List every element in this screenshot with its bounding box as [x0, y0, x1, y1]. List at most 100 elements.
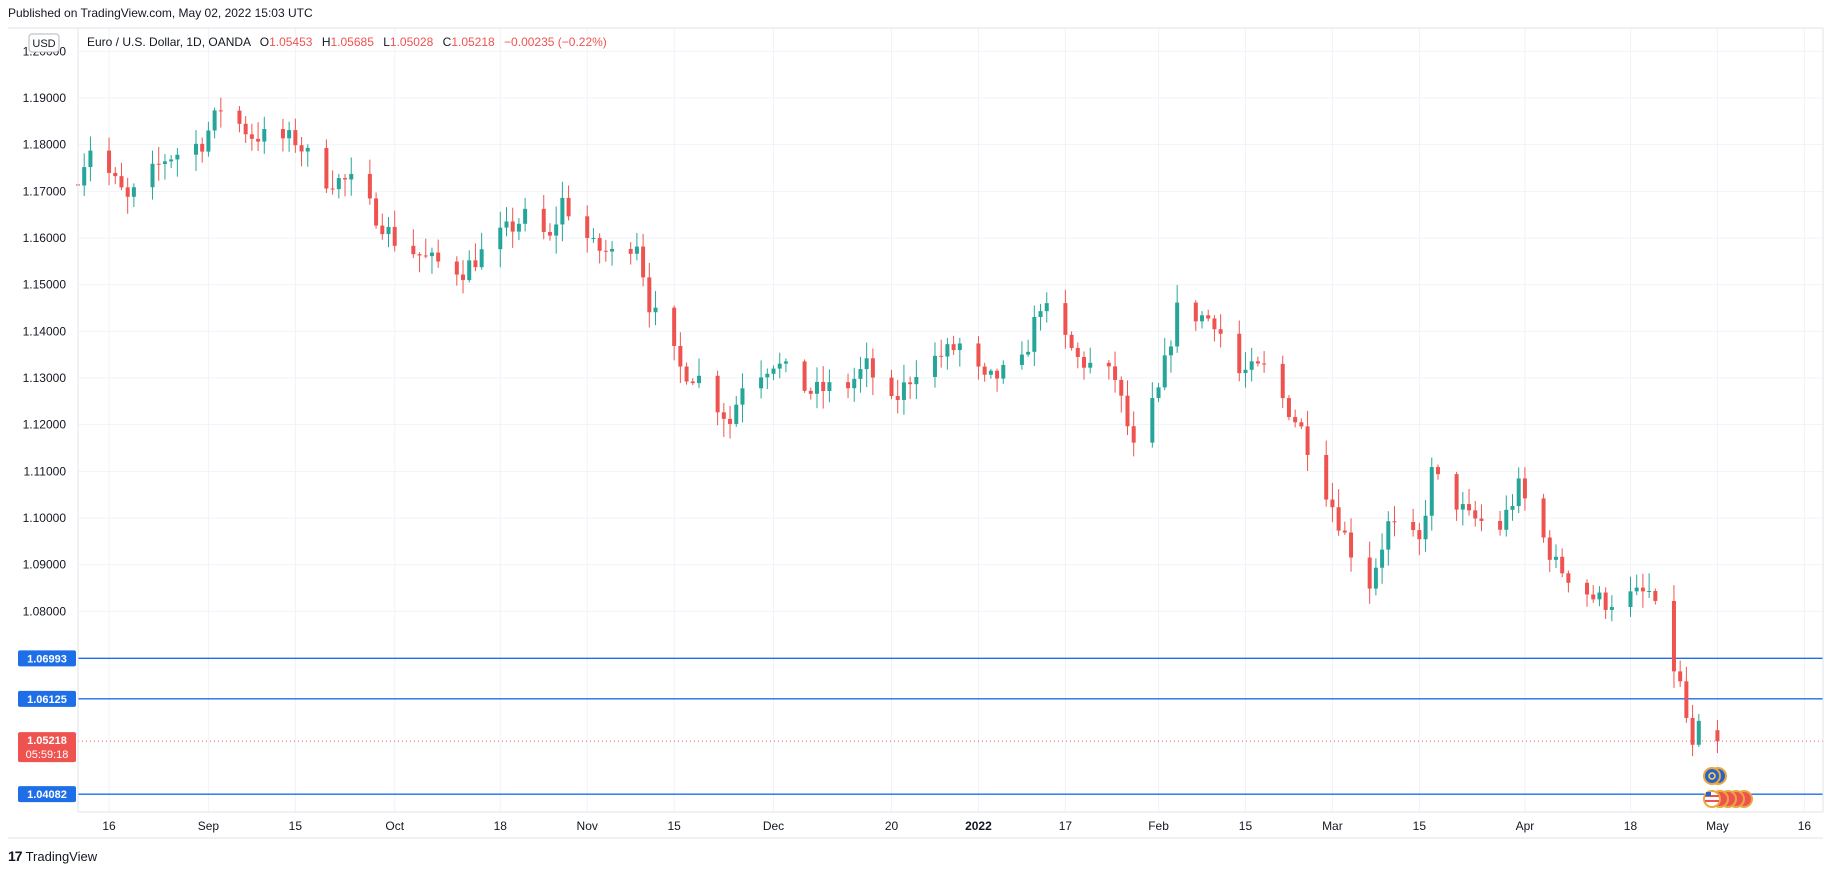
candle[interactable] — [951, 335, 956, 355]
candle[interactable] — [1063, 289, 1068, 349]
candle[interactable] — [1026, 339, 1031, 357]
candle[interactable] — [1286, 395, 1291, 421]
candle[interactable] — [728, 405, 733, 439]
candle[interactable] — [1435, 464, 1440, 480]
candle[interactable] — [131, 183, 136, 208]
candle[interactable] — [386, 217, 391, 248]
candle[interactable] — [1597, 586, 1602, 607]
candle[interactable] — [218, 97, 223, 128]
candle[interactable] — [498, 211, 503, 268]
candle[interactable] — [696, 358, 701, 389]
candle[interactable] — [814, 367, 819, 409]
candle[interactable] — [1479, 504, 1484, 532]
candle[interactable] — [715, 370, 720, 426]
candle[interactable] — [821, 366, 826, 409]
candle[interactable] — [678, 332, 683, 384]
candle[interactable] — [336, 173, 341, 199]
candle[interactable] — [765, 368, 770, 390]
candle[interactable] — [939, 339, 944, 368]
candle[interactable] — [597, 233, 602, 264]
candle[interactable] — [1367, 541, 1372, 604]
candle[interactable] — [1647, 573, 1652, 599]
candle[interactable] — [516, 218, 521, 241]
candle[interactable] — [1566, 570, 1571, 593]
candle[interactable] — [417, 252, 422, 273]
candle[interactable] — [1684, 666, 1689, 723]
candle[interactable] — [330, 170, 335, 195]
candle[interactable] — [262, 116, 267, 154]
candle[interactable] — [1162, 337, 1167, 391]
candle[interactable] — [1032, 305, 1037, 366]
candle[interactable] — [541, 195, 546, 240]
candle[interactable] — [1280, 355, 1285, 409]
candle[interactable] — [1324, 440, 1329, 507]
candle[interactable] — [1218, 314, 1223, 348]
candle[interactable] — [1504, 495, 1509, 537]
candle[interactable] — [783, 358, 788, 373]
candle[interactable] — [461, 260, 466, 294]
candle[interactable] — [510, 207, 515, 248]
candle[interactable] — [429, 247, 434, 274]
candle[interactable] — [374, 192, 379, 229]
candle[interactable] — [1653, 588, 1658, 605]
candle[interactable] — [1193, 300, 1198, 331]
candle[interactable] — [107, 137, 112, 186]
candle[interactable] — [82, 153, 87, 197]
eu-event-icons[interactable] — [1703, 767, 1727, 785]
candle[interactable] — [1690, 704, 1695, 757]
candle[interactable] — [1585, 579, 1590, 607]
candle[interactable] — [156, 147, 161, 181]
candle[interactable] — [1411, 508, 1416, 537]
candle[interactable] — [858, 356, 863, 393]
candle[interactable] — [585, 205, 590, 253]
candle[interactable] — [777, 352, 782, 379]
candle[interactable] — [1460, 491, 1465, 526]
candle[interactable] — [349, 157, 354, 196]
candle[interactable] — [150, 150, 155, 200]
candle[interactable] — [1299, 418, 1304, 430]
candle[interactable] — [1522, 467, 1527, 511]
candle[interactable] — [1150, 382, 1155, 448]
candle[interactable] — [988, 368, 993, 379]
candle[interactable] — [641, 233, 646, 287]
candle[interactable] — [914, 360, 919, 400]
candle[interactable] — [473, 243, 478, 272]
candle[interactable] — [1069, 331, 1074, 351]
candle[interactable] — [1330, 482, 1335, 523]
candle[interactable] — [895, 379, 900, 414]
candle[interactable] — [1342, 521, 1347, 535]
candle[interactable] — [566, 185, 571, 221]
candle[interactable] — [759, 360, 764, 399]
candle[interactable] — [1392, 506, 1397, 537]
candle[interactable] — [653, 290, 658, 326]
candle[interactable] — [1591, 585, 1596, 603]
candle[interactable] — [634, 232, 639, 261]
candle[interactable] — [436, 239, 441, 268]
candle[interactable] — [560, 181, 565, 242]
candle[interactable] — [889, 369, 894, 400]
candle[interactable] — [287, 121, 292, 152]
candle[interactable] — [690, 378, 695, 386]
candle[interactable] — [1293, 409, 1298, 428]
candle[interactable] — [808, 387, 813, 400]
candle[interactable] — [740, 373, 745, 423]
candle[interactable] — [119, 162, 124, 191]
candle[interactable] — [870, 348, 875, 396]
candle[interactable] — [504, 207, 509, 237]
candle[interactable] — [1237, 320, 1242, 382]
candle[interactable] — [932, 342, 937, 388]
candle[interactable] — [1386, 511, 1391, 566]
candle[interactable] — [1106, 360, 1111, 380]
candle[interactable] — [945, 337, 950, 370]
candle[interactable] — [976, 336, 981, 380]
candle[interactable] — [1305, 410, 1310, 472]
candle[interactable] — [1175, 285, 1180, 353]
candle[interactable] — [454, 256, 459, 286]
candle[interactable] — [1640, 573, 1645, 608]
candle[interactable] — [125, 177, 130, 214]
candle[interactable] — [1019, 341, 1024, 370]
candle[interactable] — [734, 395, 739, 427]
candle[interactable] — [380, 213, 385, 240]
candle[interactable] — [88, 136, 93, 182]
candle[interactable] — [523, 197, 528, 232]
